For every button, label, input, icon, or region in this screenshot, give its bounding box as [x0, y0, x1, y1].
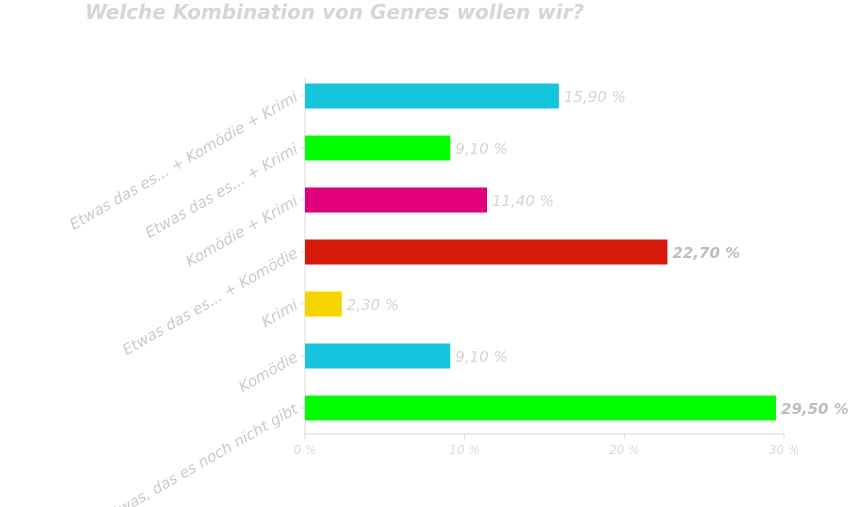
x-tick-label: 30 % [769, 443, 800, 457]
bars-group [305, 83, 777, 421]
data-label: 2,30 % [347, 296, 399, 314]
bar [305, 83, 559, 109]
x-tick-label: 20 % [609, 443, 640, 457]
bar [305, 187, 488, 213]
data-label: 22,70 % [672, 244, 740, 262]
data-label: 15,90 % [564, 88, 626, 106]
chart-title: Welche Kombination von Genres wollen wir… [85, 0, 585, 24]
bar [305, 395, 777, 421]
category-label: Etwas, das es noch nicht gibt [102, 399, 302, 507]
data-label: 11,40 % [492, 192, 554, 210]
data-label: 9,10 % [455, 348, 507, 366]
x-tick-label: 0 % [294, 443, 317, 457]
bar [305, 135, 451, 161]
x-tick-label: 10 % [449, 443, 480, 457]
category-label: Komödie [236, 348, 301, 396]
category-label: Etwas das es... + Komödie [119, 244, 301, 359]
data-label: 29,50 % [781, 400, 849, 418]
data-label: 9,10 % [455, 140, 507, 158]
bar [305, 239, 668, 265]
category-label: Krimi [258, 295, 301, 330]
bar [305, 291, 342, 317]
bar [305, 343, 451, 369]
category-label: Etwas das es... + Krimi [142, 139, 302, 242]
